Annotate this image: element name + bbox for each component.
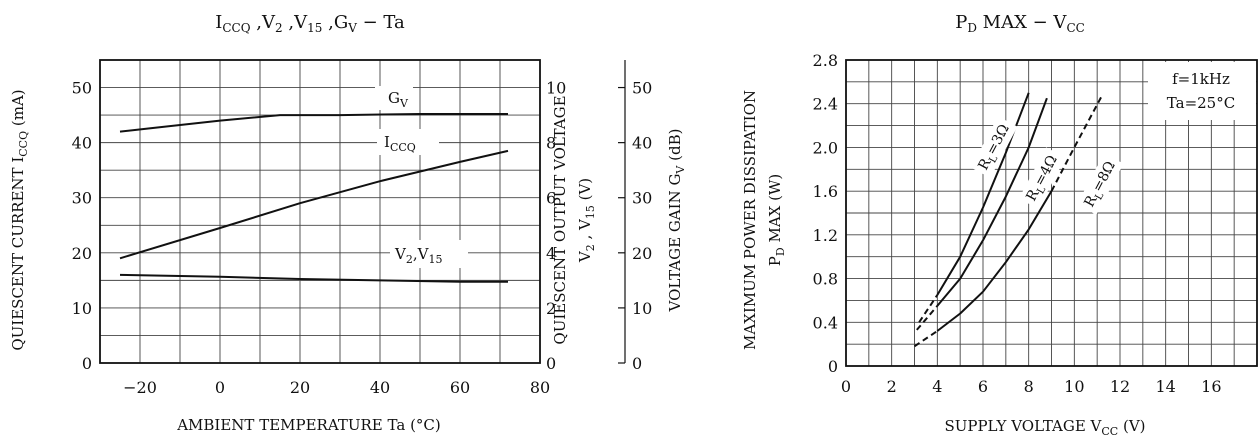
- left-y2-tick-label: 6: [546, 189, 556, 208]
- series-label-rl-8ohm: RL=8Ω: [1076, 153, 1124, 215]
- left-x-tick-label: 40: [370, 378, 390, 397]
- right-chart: PD MAX − VCC 0 2 4 6 8 10 12 14 16 0 0.4 0.8 1.2 1.6…: [741, 12, 1258, 438]
- left-chart: ICCQ ,V2 ,V15 ,GV − Ta −20 0 20 40 60 80 0102…: [9, 12, 687, 434]
- right-y-tick-labels: 0 0.4 0.8 1.2 1.6 2.0 2.4 2.8: [813, 51, 838, 376]
- series-label-gv: GV: [375, 86, 413, 110]
- left-y2-tick-label: 2: [546, 299, 556, 318]
- left-y2-tick-labels: 0 2 4 6 8 10: [546, 79, 566, 373]
- left-y3-tick-label: 10: [632, 299, 652, 318]
- series-line-gv: [119, 113, 508, 133]
- left-y2-tick-label: 4: [546, 244, 556, 263]
- left-x-tick-label: 60: [450, 378, 470, 397]
- right-x-tick-label: 12: [1110, 377, 1130, 396]
- left-y3-tick-label: 0: [632, 354, 642, 373]
- series-line-rl-3ohm-dashed: [918, 294, 939, 323]
- right-x-tick-label: 2: [887, 377, 897, 396]
- right-x-tick-labels: 0 2 4 6 8 10 12 14 16: [841, 377, 1222, 396]
- right-x-axis-label: SUPPLY VOLTAGE VCC (V): [944, 417, 1145, 438]
- series-line-rl-8ohm: [936, 190, 1053, 332]
- condition-temperature: Ta=25°C: [1167, 94, 1235, 112]
- right-y-tick-label: 2.8: [813, 51, 838, 70]
- left-y3-tick-label: 40: [632, 134, 652, 153]
- right-y-tick-label: 0: [828, 357, 838, 376]
- conditions-box: f=1kHz Ta=25°C: [1148, 62, 1256, 120]
- right-y-tick-label: 0.4: [813, 313, 838, 332]
- right-x-tick-label: 10: [1064, 377, 1084, 396]
- right-plot-frame: [845, 59, 1258, 367]
- left-y-axis-label: QUIESCENT CURRENT ICCQ (mA): [9, 89, 30, 350]
- left-y3-tick-label: 50: [632, 79, 652, 98]
- left-series: [119, 113, 509, 283]
- left-y2-tick-label: 8: [546, 134, 556, 153]
- right-y-axis-label-line1: MAXIMUM POWER DISSIPATION: [741, 90, 759, 350]
- right-y-tick-label: 0.8: [813, 270, 838, 289]
- left-y-tick-label: 0: [82, 354, 92, 373]
- right-series: [913, 92, 1103, 348]
- left-y3-axis-label: VOLTAGE GAIN GV (dB): [666, 129, 687, 313]
- left-y2-axis-label-line1: QUIESCENT OUTPUT VOLTAGE: [551, 95, 569, 344]
- left-y3-axis: 0 10 20 30 40 50: [618, 60, 652, 373]
- series-line-rl-8ohm-dashed: [913, 330, 938, 348]
- left-y3-tick-label: 20: [632, 244, 652, 263]
- left-x-tick-label: 80: [530, 378, 550, 397]
- series-label-iccq: ICCQ: [377, 129, 439, 155]
- right-y-tick-label: 1.6: [813, 182, 838, 201]
- series-line-rl-4ohm-dashed: [916, 305, 939, 331]
- left-x-tick-label: 0: [215, 378, 225, 397]
- left-y3-tick-label: 30: [632, 189, 652, 208]
- left-y-tick-label: 10: [72, 299, 92, 318]
- right-y-tick-label: 1.2: [813, 226, 838, 245]
- left-y-tick-label: 30: [72, 189, 92, 208]
- series-label-v2-v15: V2,V15: [390, 240, 468, 268]
- right-x-tick-label: 4: [932, 377, 942, 396]
- right-x-tick-label: 14: [1155, 377, 1175, 396]
- series-line-rl-4ohm: [936, 97, 1048, 307]
- series-line-v2-v15: [119, 273, 508, 283]
- right-chart-title: PD MAX − VCC: [955, 12, 1085, 35]
- left-chart-title: ICCQ ,V2 ,V15 ,GV − Ta: [215, 12, 405, 35]
- right-y-tick-label: 2.0: [813, 138, 838, 157]
- left-plot-grid: [100, 60, 540, 363]
- left-y-tick-labels: 0 10 20 30 40 50: [72, 79, 92, 373]
- left-y2-tick-label: 0: [546, 354, 556, 373]
- condition-frequency: f=1kHz: [1172, 70, 1230, 88]
- left-x-tick-label: 20: [290, 378, 310, 397]
- right-x-tick-label: 8: [1024, 377, 1034, 396]
- left-y-tick-label: 20: [72, 244, 92, 263]
- right-x-tick-label: 6: [978, 377, 988, 396]
- left-x-tick-labels: −20 0 20 40 60 80: [123, 378, 550, 397]
- left-x-tick-label: −20: [123, 378, 157, 397]
- left-y2-tick-label: 10: [546, 79, 566, 98]
- right-y-tick-label: 2.4: [813, 95, 838, 114]
- left-x-axis-label: AMBIENT TEMPERATURE Ta (°C): [176, 416, 441, 434]
- right-x-tick-label: 16: [1201, 377, 1221, 396]
- series-line-iccq: [119, 149, 509, 260]
- left-y-tick-label: 40: [72, 134, 92, 153]
- left-y2-axis-label-line2: V2 , V15 (V): [576, 178, 597, 263]
- right-x-tick-label: 0: [841, 377, 851, 396]
- right-y-axis-label-line2: PD MAX (W): [766, 174, 787, 266]
- left-y-tick-label: 50: [72, 79, 92, 98]
- left-plot-frame: [99, 59, 541, 364]
